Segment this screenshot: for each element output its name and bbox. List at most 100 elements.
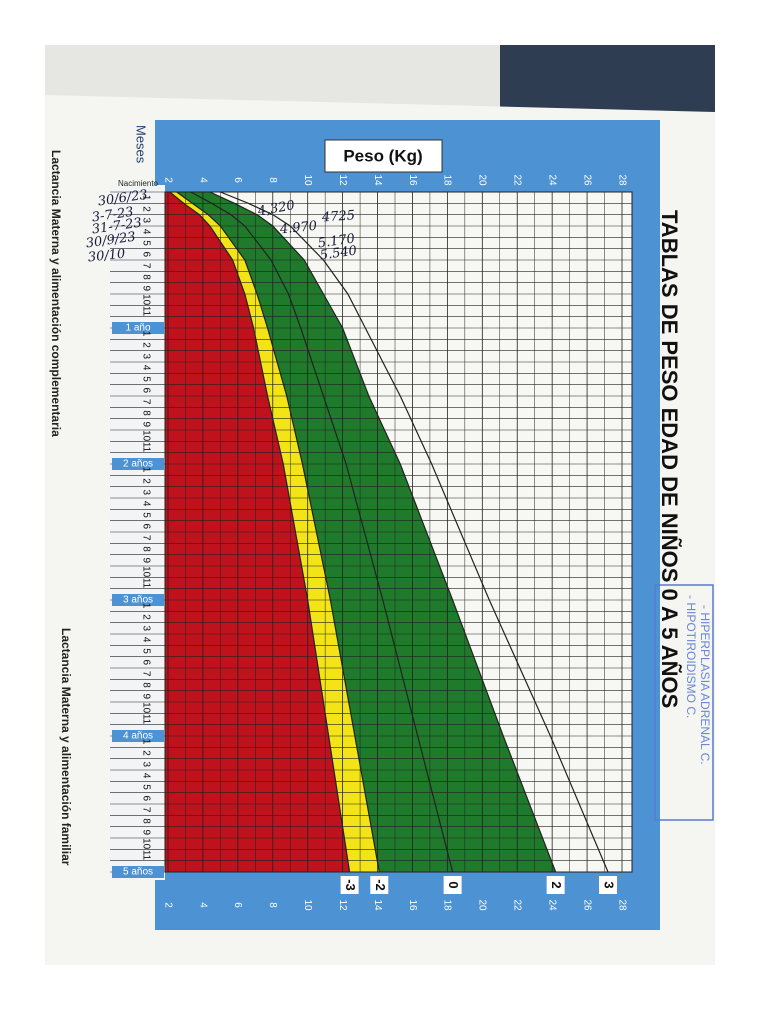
age-label: 3 [140,626,151,632]
chart-title: TABLAS DE PESO EDAD DE NIÑOS 0 A 5 AÑOS [657,210,682,708]
age-label: 3 [140,218,151,224]
age-label: 10 [140,702,151,714]
age-label: 6 [140,796,151,802]
curve-label: 2 [549,881,564,888]
curve [220,191,609,873]
age-label: 8 [140,410,151,416]
age-label: 7 [140,399,151,405]
age-label: 7 [140,535,151,541]
x-tick-label: 12 [337,899,348,911]
year-band [112,730,164,742]
age-label: 11 [140,714,151,725]
age-label: 5 años [123,867,153,878]
age-label: 8 [140,546,151,552]
x-tick-label: 24 [547,174,558,186]
age-label: 2 [140,614,151,620]
year-band [112,458,164,470]
handwritten-note: 31-7-23 [91,216,143,238]
age-label: 2 [140,342,151,348]
x-tick-label: 22 [512,174,523,186]
age-label: 7 [140,671,151,677]
age-label: 3 años [123,595,153,606]
age-label: 7 [140,807,151,813]
x-tick-label: 28 [616,174,627,186]
curve-label-bg [443,876,462,894]
x-tick-label: 6 [232,177,243,183]
x-tick-label: 10 [302,899,313,911]
age-label: 11 [140,442,151,453]
x-tick-label: 24 [547,899,558,911]
age-label: 5 [140,648,151,654]
age-label: 4 años [123,731,153,742]
age-label: 8 [140,682,151,688]
age-label: 1 [140,195,151,201]
age-label: 3 [140,762,151,768]
x-tick-label: 6 [232,902,243,908]
curve-label: -3 [343,879,358,891]
age-label: 6 [140,660,151,666]
side-note: Lactancia Materna y alimentación familia… [59,628,73,866]
age-label: 4 [140,501,151,507]
x-tick-label: 26 [581,899,592,911]
x-tick-label: 14 [372,899,383,911]
age-label: 2 [140,478,151,484]
age-label: 11 [140,850,151,861]
x-tick-label: 2 [162,177,173,183]
x-axis-label: Peso (Kg) [343,146,422,165]
stamp-box [654,584,714,821]
axis-label-box [324,139,443,173]
age-label: 9 [140,558,151,564]
curve-label-bg [546,876,565,894]
age-label: 1 [140,467,151,473]
age-label: 9 [140,694,151,700]
x-tick-label: 4 [197,902,208,908]
age-label: 5 [140,512,151,518]
age-label: 7 [140,263,151,269]
handwritten-note: 5.540 [319,243,358,263]
age-label: 8 [140,274,151,280]
age-label: 10 [140,838,151,850]
age-label: 4 [140,365,151,371]
age-label: 9 [140,286,151,292]
age-label: 5 [140,376,151,382]
x-tick-label: 16 [407,174,418,186]
plot-border [164,191,633,873]
age-label: 10 [140,566,151,578]
curve [209,191,557,873]
age-label: 9 [140,830,151,836]
x-tick-label: 2 [162,902,173,908]
x-tick-label: 26 [581,174,592,186]
age-label: 3 [140,354,151,360]
handwritten-note: 5.170 [317,231,356,251]
age-label: 2 [140,750,151,756]
age-label: 6 [140,388,151,394]
age-label: 8 [140,818,151,824]
curve-label-bg [599,876,618,894]
x-tick-label: 8 [267,902,278,908]
age-label: 4 [140,229,151,235]
age-label: 2 [140,206,151,212]
curve-label: -2 [373,879,388,891]
curve-label-bg [340,876,359,894]
stamp-text: - HIPERPLASIA ADRENAL C. [698,605,712,765]
age-label: 10 [140,294,151,306]
year-band [112,322,164,334]
age-label: 10 [140,430,151,442]
x-tick-label: 14 [372,174,383,186]
age-label: Nacimiento [118,179,159,188]
age-label: 6 [140,252,151,258]
x-tick-label: 12 [337,174,348,186]
age-label: 6 [140,524,151,530]
handwritten-note: 30/10 [87,247,126,266]
age-label: 3 [140,490,151,496]
age-label: 1 [140,331,151,337]
x-tick-label: 16 [407,899,418,911]
age-label: 1 [140,739,151,745]
curve [176,191,380,873]
handwritten-note: 3-7-23 [91,205,135,226]
handwritten-note: 4725 [320,208,355,225]
age-label: 11 [140,578,151,589]
handwritten-note: 30/6/23 [97,188,149,210]
age-label: 9 [140,422,151,428]
